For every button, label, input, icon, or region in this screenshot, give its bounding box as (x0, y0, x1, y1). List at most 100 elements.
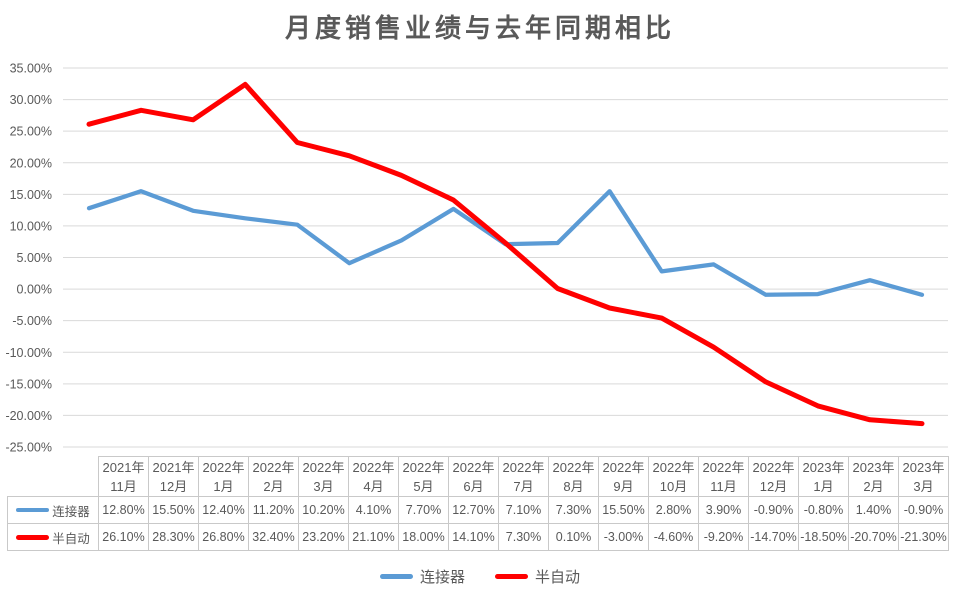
header-month-line: 11月 (710, 478, 737, 494)
table-value-cell: -21.30% (898, 523, 949, 551)
header-month-line: 5月 (413, 478, 434, 494)
table-header-cell: 2022年 2月 (248, 456, 299, 497)
header-month-line: 7月 (513, 478, 534, 494)
table-value-cell: 12.80% (98, 496, 149, 524)
header-month-line: 8月 (563, 478, 584, 494)
legend-key-line (16, 507, 50, 513)
y-axis-label: -25.00% (5, 441, 52, 453)
table-value-cell: 14.10% (448, 523, 499, 551)
table-value-cell: 18.00% (398, 523, 449, 551)
table-series-header: 连接器 (7, 496, 99, 524)
table-value-cell: -4.60% (648, 523, 699, 551)
table-value-cell: 11.20% (248, 496, 299, 524)
table-value-cell: 12.70% (448, 496, 499, 524)
table-value-cell: 26.10% (98, 523, 149, 551)
table-value-cell: -18.50% (798, 523, 849, 551)
y-axis-label: -15.00% (5, 377, 52, 391)
table-value-cell: 15.50% (598, 496, 649, 524)
table-row: 连接器 12.80% 15.50% 12.40% 11.20% 10.20% 4.10% 7.… (7, 496, 949, 524)
table-header-cell: 2022年 10月 (648, 456, 699, 497)
header-year-line: 2022年 (402, 459, 445, 475)
header-year-line: 2022年 (352, 459, 395, 475)
table-header-cell: 2022年 9月 (598, 456, 649, 497)
header-month-line: 3月 (913, 478, 934, 494)
legend-item: 半自动 (495, 566, 580, 587)
y-axis-label: 10.00% (10, 219, 52, 233)
header-year-line: 2022年 (502, 459, 545, 475)
header-year-line: 2023年 (902, 459, 945, 475)
table-value-cell: 28.30% (148, 523, 199, 551)
header-year-line: 2022年 (552, 459, 595, 475)
series-name-label: 半自动 (52, 531, 90, 546)
header-year-line: 2022年 (452, 459, 495, 475)
table-value-cell: 7.10% (498, 496, 549, 524)
table-header-cell: 2022年 7月 (498, 456, 549, 497)
legend-label: 连接器 (419, 569, 465, 586)
y-axis-label: 5.00% (17, 251, 52, 265)
header-year-line: 2022年 (752, 459, 795, 475)
table-header-cell: 2023年 3月 (898, 456, 949, 497)
legend-label: 半自动 (535, 569, 581, 586)
y-axis-label: 35.00% (10, 62, 52, 76)
y-axis-label: 30.00% (10, 93, 52, 107)
header-year-line: 2021年 (102, 459, 145, 475)
data-table: 2021年 11月 2021年 12月 2022年 1月 2022年 2月 2022年 3月 202… (7, 456, 949, 551)
table-value-cell: 2.80% (648, 496, 699, 524)
header-year-line: 2023年 (852, 459, 895, 475)
header-month-line: 1月 (813, 478, 834, 494)
table-value-cell: 0.10% (548, 523, 599, 551)
y-axis-label: 25.00% (10, 125, 52, 139)
y-axis-label: 0.00% (17, 283, 52, 297)
table-value-cell: 15.50% (148, 496, 199, 524)
header-year-line: 2022年 (702, 459, 745, 475)
table-value-cell: 1.40% (848, 496, 899, 524)
table-value-cell: -9.20% (698, 523, 749, 551)
chart-title: 月度销售业绩与去年同期相比 (284, 13, 675, 43)
legend-item: 连接器 (379, 566, 465, 587)
header-month-line: 2月 (863, 478, 884, 494)
table-value-cell: 12.40% (198, 496, 249, 524)
table-value-cell: 7.30% (548, 496, 599, 524)
y-axis-label: 15.00% (10, 188, 52, 202)
legend: 连接器 半自动 (0, 566, 960, 587)
header-month-line: 12月 (159, 478, 188, 494)
y-axis-label: -10.00% (5, 346, 52, 360)
header-month-line: 12月 (759, 478, 788, 494)
table-header-cell: 2021年 11月 (98, 456, 149, 497)
table-value-cell: 7.30% (498, 523, 549, 551)
table-value-cell: -0.90% (748, 496, 799, 524)
legend-key-line (16, 534, 50, 540)
header-month-line: 4月 (363, 478, 384, 494)
table-value-cell: -14.70% (748, 523, 799, 551)
table-value-cell: 23.20% (298, 523, 349, 551)
y-axis-label: 20.00% (10, 156, 52, 170)
table-value-cell: -20.70% (848, 523, 899, 551)
table-header-cell: 2022年 1月 (198, 456, 249, 497)
y-axis-label: -20.00% (5, 409, 52, 423)
table-value-cell: -0.80% (798, 496, 849, 524)
legend-key-line (379, 574, 413, 579)
table-value-cell: 7.70% (398, 496, 449, 524)
legend-key-line (495, 574, 528, 579)
header-year-line: 2021年 (152, 459, 195, 475)
table-value-cell: 21.10% (348, 523, 399, 551)
header-month-line: 10月 (659, 478, 688, 494)
plot-area: 35.00% 30.00% 25.00% 20.00% 15.00% 10.00% 5.00… (5, 62, 948, 453)
table-value-cell: 3.90% (698, 496, 749, 524)
header-year-line: 2022年 (202, 459, 245, 475)
table-row: 半自动 26.10% 28.30% 26.80% 32.40% 23.20% 21.10% 1… (7, 523, 949, 551)
table-header-cell: 2022年 6月 (448, 456, 499, 497)
table-corner-cell (8, 457, 99, 497)
table-value-cell: 10.20% (298, 496, 349, 524)
table-header-cell: 2023年 1月 (798, 456, 849, 497)
table-header-cell: 2022年 11月 (698, 456, 749, 497)
header-year-line: 2022年 (252, 459, 295, 475)
table-header-cell: 2022年 8月 (548, 456, 599, 497)
table-value-cell: -3.00% (598, 523, 649, 551)
header-year-line: 2022年 (652, 459, 695, 475)
header-month-line: 6月 (463, 478, 484, 494)
header-month-line: 9月 (613, 478, 634, 494)
header-month-line: 2月 (263, 478, 284, 494)
header-year-line: 2022年 (602, 459, 645, 475)
